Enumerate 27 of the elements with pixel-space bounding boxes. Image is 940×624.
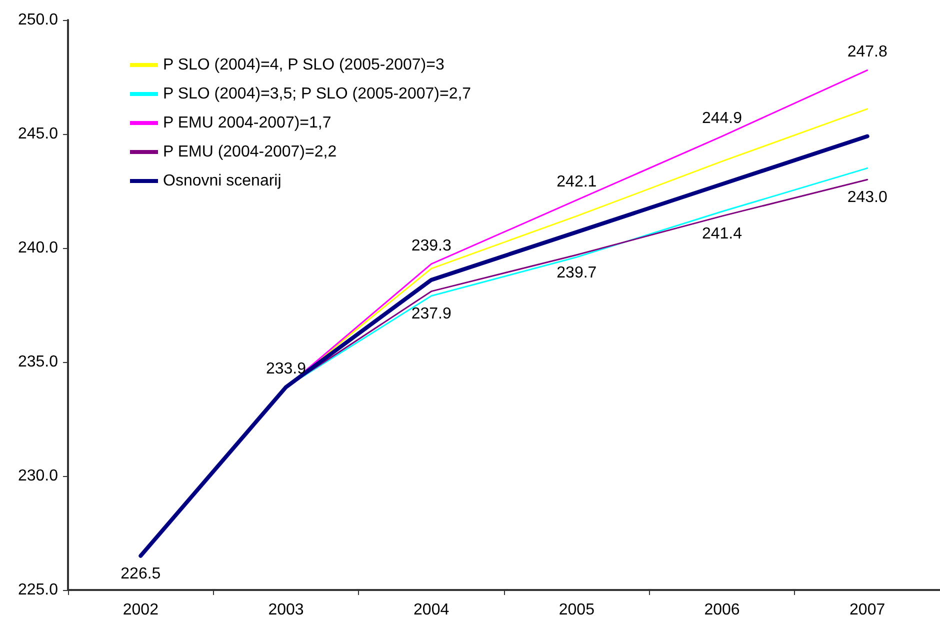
- x-tick-label: 2007: [850, 602, 886, 618]
- data-label: 241.4: [702, 226, 742, 243]
- legend-label: Osnovni scenarij: [163, 172, 282, 190]
- data-label: 242.1: [556, 174, 597, 191]
- data-label: 239.7: [556, 264, 597, 282]
- y-tick-label: 230.0: [18, 468, 58, 484]
- legend-label: P EMU (2004-2007)=2,2: [163, 144, 337, 160]
- x-tick-label: 2004: [414, 602, 450, 618]
- data-label: 247.8: [847, 44, 888, 61]
- data-label: 237.9: [411, 305, 452, 322]
- x-tick-label: 2003: [268, 602, 304, 618]
- y-tick-label: 250.0: [18, 12, 58, 28]
- legend-label: P EMU 2004-2007)=1,7: [163, 114, 332, 132]
- data-label: 243.0: [847, 189, 888, 206]
- legend-label: P SLO (2004)=3,5; P SLO (2005-2007)=2,7: [163, 86, 472, 102]
- x-tick-label: 2005: [558, 602, 595, 618]
- data-label: 226.5: [120, 565, 161, 582]
- y-tick-label: 245.0: [18, 126, 58, 142]
- data-label: 239.3: [411, 237, 452, 254]
- y-tick-label: 235.0: [18, 354, 58, 370]
- data-label: 233.9: [266, 360, 306, 378]
- data-label: 244.9: [702, 110, 742, 127]
- x-tick-label: 2006: [704, 602, 740, 618]
- y-tick-label: 225.0: [18, 582, 58, 598]
- legend-label: P SLO (2004)=4, P SLO (2005-2007)=3: [163, 56, 444, 74]
- y-tick-label: 240.0: [18, 240, 58, 256]
- x-tick-label: 2002: [122, 602, 159, 618]
